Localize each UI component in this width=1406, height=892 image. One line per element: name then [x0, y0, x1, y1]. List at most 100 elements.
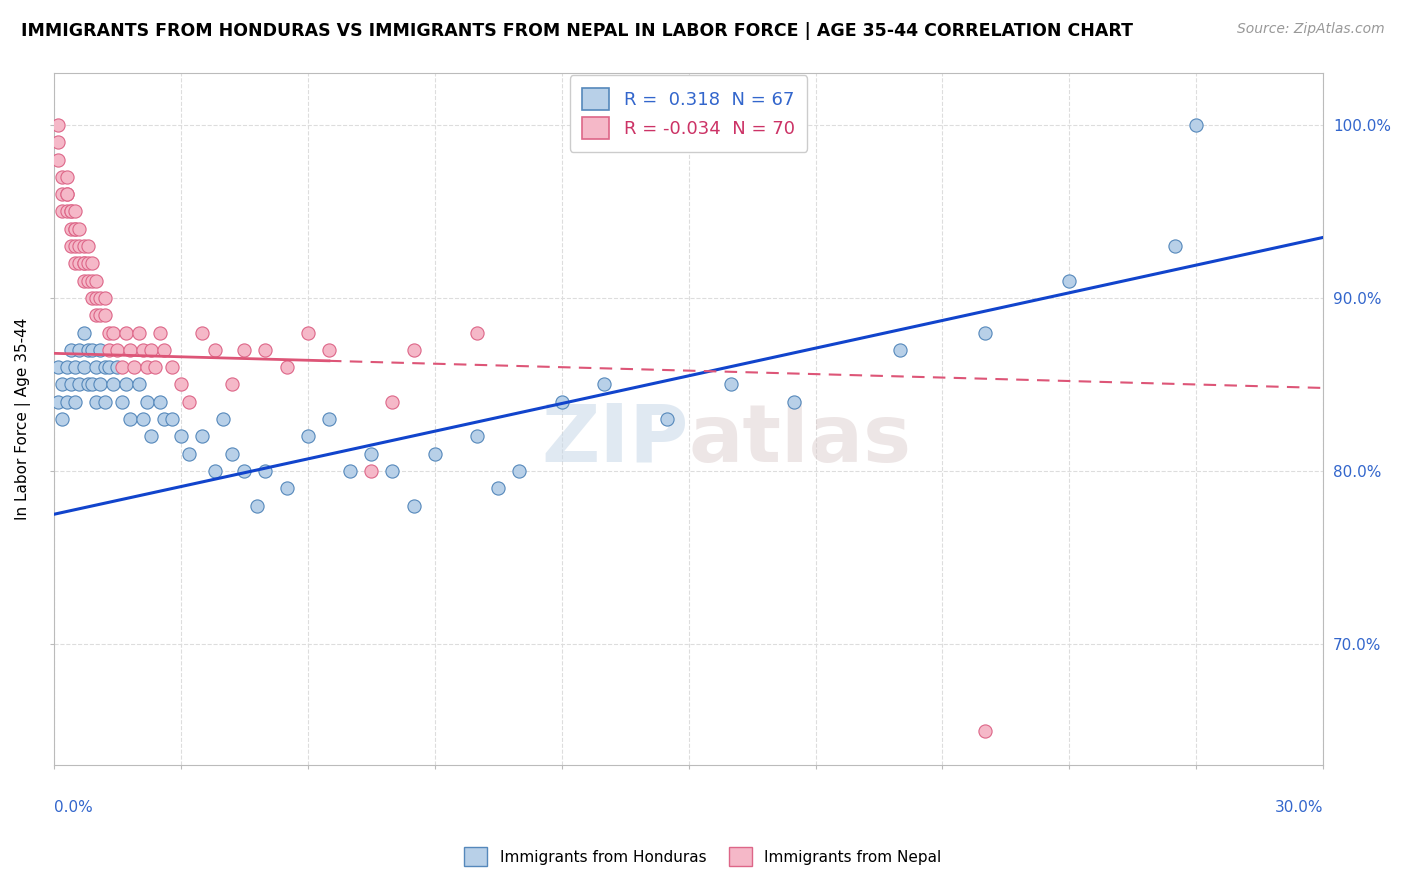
Point — [191, 429, 214, 443]
Point — [97, 360, 120, 375]
Point — [191, 326, 214, 340]
Point — [170, 429, 193, 443]
Point — [110, 360, 132, 375]
Point — [297, 429, 319, 443]
Point — [1164, 239, 1187, 253]
Point — [72, 360, 94, 375]
Point — [59, 343, 82, 357]
Point — [720, 377, 742, 392]
Point — [179, 394, 201, 409]
Point — [254, 343, 277, 357]
Point — [339, 464, 361, 478]
Point — [402, 343, 425, 357]
Point — [204, 343, 226, 357]
Point — [465, 429, 488, 443]
Point — [93, 291, 115, 305]
Point — [46, 153, 69, 167]
Point — [318, 412, 340, 426]
Point — [402, 499, 425, 513]
Legend: Immigrants from Honduras, Immigrants from Nepal: Immigrants from Honduras, Immigrants fro… — [457, 839, 949, 873]
Point — [46, 135, 69, 149]
Point — [973, 723, 995, 738]
Point — [132, 343, 155, 357]
Point — [51, 169, 73, 184]
Point — [76, 256, 98, 270]
Point — [72, 256, 94, 270]
Point — [550, 394, 572, 409]
Point — [1059, 274, 1081, 288]
Point — [67, 239, 90, 253]
Point — [233, 343, 256, 357]
Point — [204, 464, 226, 478]
Point — [67, 256, 90, 270]
Text: ZIP: ZIP — [541, 401, 689, 479]
Point — [297, 326, 319, 340]
Point — [84, 308, 107, 322]
Text: IMMIGRANTS FROM HONDURAS VS IMMIGRANTS FROM NEPAL IN LABOR FORCE | AGE 35-44 COR: IMMIGRANTS FROM HONDURAS VS IMMIGRANTS F… — [21, 22, 1133, 40]
Point — [136, 360, 159, 375]
Point — [63, 360, 86, 375]
Point — [59, 239, 82, 253]
Text: Source: ZipAtlas.com: Source: ZipAtlas.com — [1237, 22, 1385, 37]
Point — [233, 464, 256, 478]
Point — [72, 239, 94, 253]
Point — [59, 221, 82, 235]
Point — [381, 394, 404, 409]
Point — [132, 412, 155, 426]
Point — [63, 239, 86, 253]
Point — [80, 274, 103, 288]
Point — [318, 343, 340, 357]
Point — [153, 412, 176, 426]
Point — [124, 360, 146, 375]
Point — [136, 394, 159, 409]
Point — [59, 204, 82, 219]
Point — [170, 377, 193, 392]
Point — [76, 239, 98, 253]
Point — [72, 326, 94, 340]
Point — [93, 308, 115, 322]
Point — [254, 464, 277, 478]
Point — [63, 221, 86, 235]
Point — [783, 394, 806, 409]
Point — [128, 377, 150, 392]
Point — [120, 343, 142, 357]
Point — [89, 343, 111, 357]
Point — [55, 204, 77, 219]
Point — [101, 377, 124, 392]
Point — [593, 377, 616, 392]
Point — [657, 412, 679, 426]
Point — [51, 412, 73, 426]
Point — [51, 377, 73, 392]
Point — [76, 343, 98, 357]
Point — [84, 291, 107, 305]
Point — [115, 326, 138, 340]
Point — [63, 221, 86, 235]
Point — [80, 377, 103, 392]
Point — [55, 169, 77, 184]
Point — [115, 377, 138, 392]
Point — [105, 360, 128, 375]
Point — [67, 343, 90, 357]
Point — [486, 481, 509, 495]
Point — [153, 343, 176, 357]
Point — [360, 464, 382, 478]
Point — [360, 447, 382, 461]
Point — [80, 343, 103, 357]
Point — [55, 187, 77, 202]
Point — [110, 394, 132, 409]
Point — [89, 308, 111, 322]
Point — [105, 343, 128, 357]
Point — [973, 326, 995, 340]
Point — [72, 256, 94, 270]
Point — [212, 412, 235, 426]
Legend: R =  0.318  N = 67, R = -0.034  N = 70: R = 0.318 N = 67, R = -0.034 N = 70 — [569, 75, 807, 152]
Point — [101, 326, 124, 340]
Point — [120, 412, 142, 426]
Text: 0.0%: 0.0% — [53, 800, 93, 814]
Y-axis label: In Labor Force | Age 35-44: In Labor Force | Age 35-44 — [15, 318, 31, 520]
Point — [221, 447, 243, 461]
Point — [141, 429, 163, 443]
Point — [423, 447, 446, 461]
Point — [93, 394, 115, 409]
Point — [67, 377, 90, 392]
